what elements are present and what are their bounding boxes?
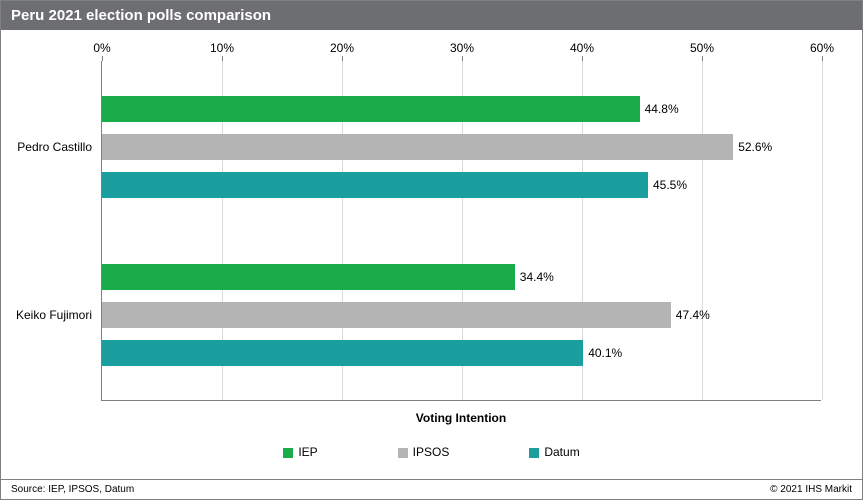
legend-item-iep: IEP <box>283 445 317 459</box>
category-label: Pedro Castillo <box>17 140 92 154</box>
x-tick-mark <box>702 56 703 61</box>
bar-value-label: 45.5% <box>653 178 687 192</box>
chart-container: Peru 2021 election polls comparison 0%10… <box>0 0 863 500</box>
bar-datum: 40.1% <box>102 340 583 366</box>
legend-swatch <box>398 448 408 458</box>
bar-value-label: 44.8% <box>645 102 679 116</box>
grid-line <box>702 61 703 400</box>
legend-swatch <box>529 448 539 458</box>
bar-value-label: 52.6% <box>738 140 772 154</box>
x-tick-label: 20% <box>330 41 354 55</box>
bar-ipsos: 52.6% <box>102 134 733 160</box>
chart-title: Peru 2021 election polls comparison <box>1 1 862 30</box>
x-tick-label: 30% <box>450 41 474 55</box>
bar-datum: 45.5% <box>102 172 648 198</box>
chart-area: 0%10%20%30%40%50%60%Pedro Castillo44.8%5… <box>101 41 821 421</box>
x-tick-mark <box>222 56 223 61</box>
x-tick-label: 60% <box>810 41 834 55</box>
x-tick-label: 10% <box>210 41 234 55</box>
bar-ipsos: 47.4% <box>102 302 671 328</box>
legend-label: IEP <box>298 445 317 459</box>
bar-iep: 34.4% <box>102 264 515 290</box>
legend-item-datum: Datum <box>529 445 579 459</box>
x-tick-mark <box>822 56 823 61</box>
footer: Source: IEP, IPSOS, Datum © 2021 IHS Mar… <box>1 479 862 499</box>
x-tick-label: 40% <box>570 41 594 55</box>
plot-region: 0%10%20%30%40%50%60%Pedro Castillo44.8%5… <box>101 61 821 401</box>
legend-item-ipsos: IPSOS <box>398 445 450 459</box>
bar-iep: 44.8% <box>102 96 640 122</box>
x-tick-mark <box>582 56 583 61</box>
x-tick-mark <box>462 56 463 61</box>
bar-value-label: 34.4% <box>520 270 554 284</box>
legend-label: IPSOS <box>413 445 450 459</box>
x-tick-label: 0% <box>93 41 110 55</box>
x-tick-label: 50% <box>690 41 714 55</box>
category-label: Keiko Fujimori <box>16 308 92 322</box>
source-text: Source: IEP, IPSOS, Datum <box>11 484 134 495</box>
x-tick-mark <box>342 56 343 61</box>
legend-swatch <box>283 448 293 458</box>
copyright-text: © 2021 IHS Markit <box>770 484 852 495</box>
legend: IEP IPSOS Datum <box>1 445 862 459</box>
legend-label: Datum <box>544 445 579 459</box>
bar-value-label: 40.1% <box>588 346 622 360</box>
x-axis-title: Voting Intention <box>416 411 506 425</box>
x-tick-mark <box>102 56 103 61</box>
bar-value-label: 47.4% <box>676 308 710 322</box>
grid-line <box>822 61 823 400</box>
